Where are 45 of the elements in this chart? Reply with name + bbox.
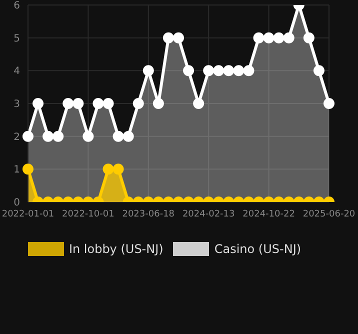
- point: [42, 130, 54, 142]
- x-tick-label: 2024-02-13: [182, 209, 235, 220]
- point: [152, 98, 164, 109]
- point: [303, 32, 314, 44]
- point: [173, 32, 184, 44]
- point: [62, 98, 74, 109]
- point: [324, 98, 334, 109]
- point: [22, 130, 34, 142]
- point: [122, 130, 134, 142]
- y-tick-label: 1: [14, 164, 20, 176]
- point: [273, 32, 284, 44]
- point: [72, 98, 84, 109]
- point: [253, 32, 264, 44]
- point: [183, 65, 194, 76]
- point: [162, 32, 174, 44]
- x-tick-label: 2022-01-01: [2, 209, 54, 220]
- x-tick-label: 2023-06-18: [122, 209, 175, 220]
- point: [193, 98, 204, 109]
- point: [243, 65, 254, 76]
- point: [233, 65, 244, 76]
- y-tick-label: 4: [14, 66, 20, 78]
- point: [112, 130, 124, 142]
- point: [223, 65, 234, 76]
- point: [263, 32, 274, 44]
- y-tick-label: 3: [14, 99, 20, 110]
- point: [213, 65, 224, 76]
- point: [142, 65, 154, 76]
- point: [32, 98, 44, 109]
- point: [313, 65, 324, 76]
- point: [82, 130, 94, 142]
- legend-label: In lobby (US-NJ): [68, 242, 164, 256]
- point: [52, 130, 64, 142]
- x-tick-label: 2025-06-20: [302, 209, 356, 220]
- y-tick-label: 2: [14, 132, 20, 143]
- point: [132, 98, 144, 109]
- x-tick-label: 2024-10-22: [242, 209, 295, 220]
- x-tick-label: 2022-10-01: [62, 209, 114, 220]
- y-tick-label: 0: [14, 198, 20, 209]
- y-tick-label: 5: [14, 33, 20, 44]
- point: [283, 32, 294, 44]
- point: [203, 65, 214, 76]
- legend-label: Casino (US-NJ): [214, 242, 302, 256]
- y-tick-label: 6: [14, 0, 20, 12]
- point: [92, 98, 104, 109]
- point: [102, 98, 114, 109]
